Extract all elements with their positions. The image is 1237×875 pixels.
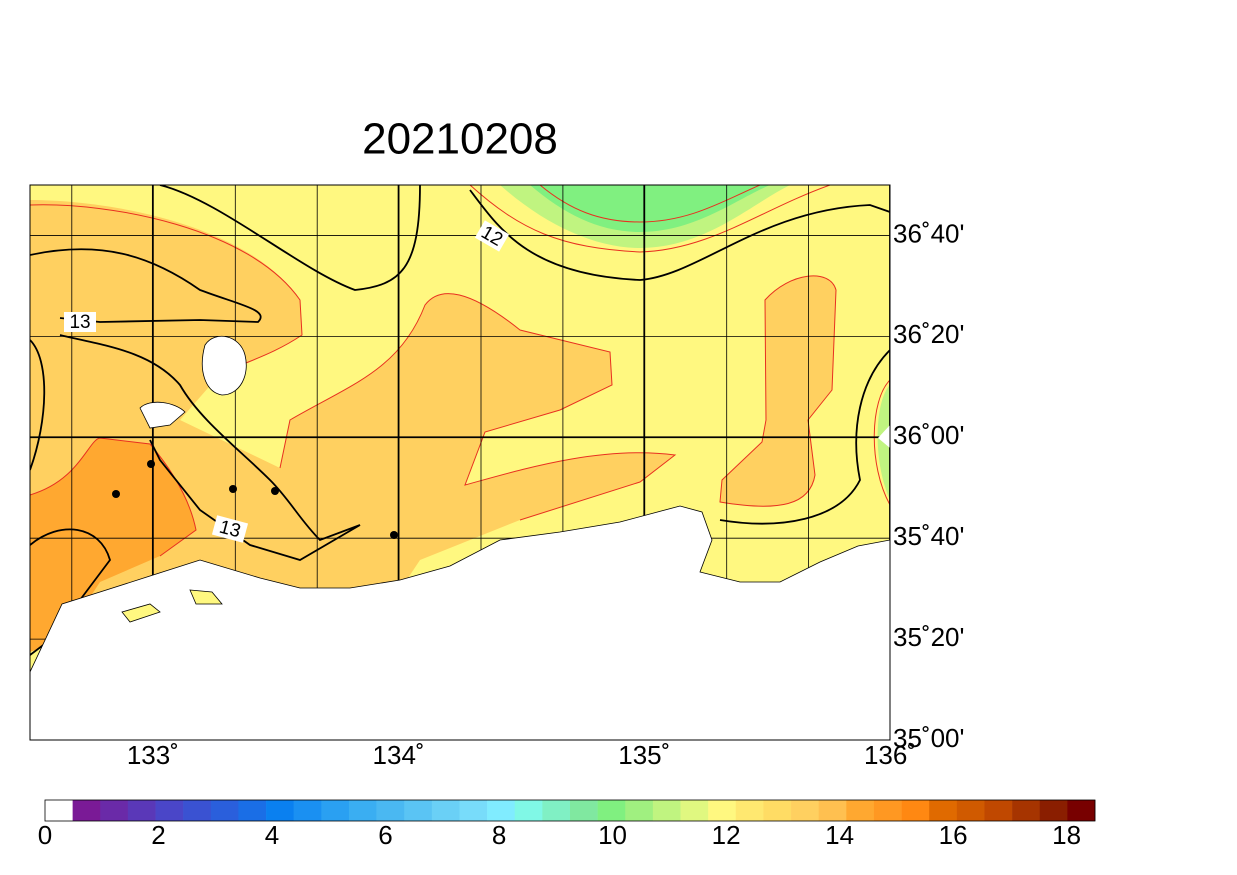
- colorbar-box: [570, 800, 598, 821]
- colorbar-box: [459, 800, 488, 821]
- colorbar-box: [238, 800, 267, 821]
- colorbar-box: [293, 800, 322, 821]
- y-tick-label: 35˚40': [893, 521, 964, 551]
- colorbar-box: [597, 800, 626, 821]
- station: [390, 531, 398, 539]
- colorbar-box: [72, 800, 101, 821]
- colorbar-label: 10: [598, 820, 627, 850]
- colorbar-box: [735, 800, 764, 821]
- colorbar-label: 6: [378, 820, 392, 850]
- colorbar-box: [348, 800, 377, 821]
- colorbar-label: 14: [825, 820, 854, 850]
- contour-red: [30, 185, 890, 557]
- sea-orange-east: [720, 275, 836, 507]
- y-tick-label: 36˚40': [893, 218, 964, 248]
- y-tick-label: 35˚00': [893, 723, 964, 753]
- title: 20210208: [362, 115, 558, 164]
- map-frame: [29, 184, 891, 741]
- colorbar-box: [321, 800, 350, 821]
- island-lake: [121, 589, 223, 623]
- colorbar-box: [100, 800, 129, 821]
- station: [229, 485, 237, 493]
- colorbar-label: 16: [939, 820, 968, 850]
- colorbar-box: [873, 800, 902, 821]
- colorbar-box: [818, 800, 847, 821]
- colorbar-box: [514, 800, 543, 821]
- sea-green: [530, 185, 770, 232]
- colorbar-box: [487, 800, 516, 821]
- x-tick-label: 136˚: [864, 740, 916, 770]
- colorbar-box: [1067, 800, 1096, 821]
- contour-label-bg: [64, 312, 96, 332]
- colorbar-box: [542, 800, 571, 821]
- island-small: [139, 401, 186, 429]
- colorbar-label: 18: [1052, 820, 1081, 850]
- colorbar-label: 12: [712, 820, 741, 850]
- station: [271, 487, 279, 495]
- colorbar-box: [984, 800, 1013, 821]
- colorbar-label: 4: [265, 820, 279, 850]
- station: [112, 490, 120, 498]
- x-tick-label: 134˚: [373, 740, 425, 770]
- contour-label-bg: [211, 515, 249, 543]
- x-tick-label: 135˚: [618, 740, 670, 770]
- colorbar-box: [763, 800, 792, 821]
- colorbar-box: [929, 800, 958, 821]
- colorbar-box: [791, 800, 819, 821]
- colorbar-box: [404, 800, 433, 821]
- contour-label-bg: [474, 220, 510, 252]
- stations: [112, 460, 398, 539]
- colorbar-label: 8: [492, 820, 506, 850]
- colorbar-box: [708, 800, 737, 821]
- station: [147, 460, 155, 468]
- colorbar-box: [376, 800, 405, 821]
- map-area: [30, 185, 890, 740]
- colorbar-box: [680, 800, 709, 821]
- y-tick-label: 35˚20': [893, 622, 964, 652]
- colorbar-box: [846, 800, 875, 821]
- colorbar-box: [652, 800, 681, 821]
- colorbar-box: [956, 800, 985, 821]
- colorbar-box: [266, 800, 294, 821]
- colorbar-box: [155, 800, 184, 821]
- x-tick-label: 133˚: [127, 740, 179, 770]
- contour-label: 13: [69, 312, 90, 333]
- land: [30, 505, 890, 740]
- colorbar-box: [45, 800, 73, 821]
- colorbar-box: [1012, 800, 1041, 821]
- land-east-edge: [878, 425, 890, 448]
- island-oki: [201, 336, 247, 396]
- contour-black: [30, 185, 890, 656]
- colorbar-box: [210, 800, 239, 821]
- y-tick-label: 36˚00': [893, 420, 964, 450]
- colorbar-box: [431, 800, 460, 821]
- colorbar-box: [183, 800, 212, 821]
- colorbar-box: [1039, 800, 1068, 821]
- contour-label-box: 13: [64, 312, 96, 333]
- colorbar-label: 2: [151, 820, 165, 850]
- colorbar-box: [127, 800, 156, 821]
- colorbar-label: 0: [38, 820, 52, 850]
- colorbar-frame: [44, 799, 1096, 822]
- colorbar-box: [901, 800, 930, 821]
- colorbar-box: [625, 800, 654, 821]
- y-tick-label: 36˚20': [893, 319, 964, 349]
